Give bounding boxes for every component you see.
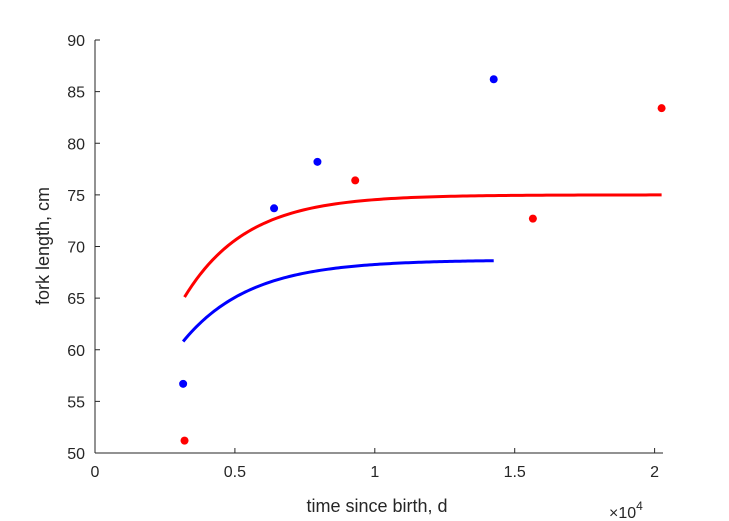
y-tick-label: 65 bbox=[67, 291, 85, 308]
y-tick-label: 60 bbox=[67, 343, 85, 360]
data-point bbox=[180, 436, 189, 445]
y-tick-label: 50 bbox=[67, 446, 85, 463]
data-point bbox=[657, 104, 666, 113]
x-tick-label: 2 bbox=[650, 464, 659, 481]
y-tick-label: 90 bbox=[67, 33, 85, 50]
x-tick-label: 0.5 bbox=[224, 464, 246, 481]
y-axis-label: fork length, cm bbox=[33, 187, 53, 305]
y-tick-label: 55 bbox=[67, 394, 85, 411]
x-tick-label: 1 bbox=[370, 464, 379, 481]
x-tick-label: 1.5 bbox=[504, 464, 526, 481]
y-tick-label: 85 bbox=[67, 85, 85, 102]
growth-curves bbox=[181, 193, 662, 343]
axes: 0 0.5 1 1.5 2 50 55 60 65 70 75 80 85 90 bbox=[67, 33, 663, 481]
y-tick-label: 75 bbox=[67, 188, 85, 205]
x-tick-label: 0 bbox=[91, 464, 100, 481]
data-points bbox=[179, 75, 666, 445]
data-point bbox=[489, 75, 498, 84]
data-point bbox=[528, 214, 537, 223]
data-point bbox=[270, 204, 279, 213]
data-point bbox=[313, 157, 322, 166]
growth-curve-line bbox=[181, 259, 494, 343]
data-point bbox=[179, 379, 188, 388]
x-exponent-base: ×10 bbox=[609, 505, 636, 521]
x-exponent-power: 4 bbox=[636, 499, 643, 513]
x-exponent-label: ×104 bbox=[609, 499, 643, 521]
y-tick-label: 80 bbox=[67, 136, 85, 153]
growth-curve-line bbox=[183, 193, 662, 298]
x-axis-label: time since birth, d bbox=[306, 496, 447, 516]
data-point bbox=[351, 176, 360, 185]
y-tick-label: 70 bbox=[67, 240, 85, 257]
